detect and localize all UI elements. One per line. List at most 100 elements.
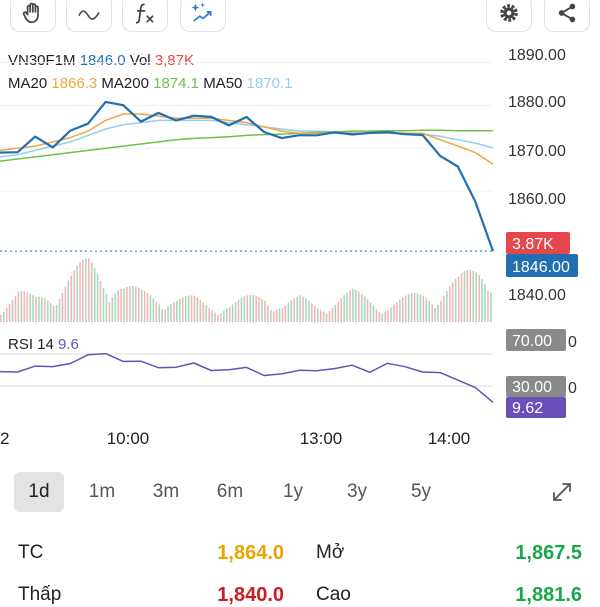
volume-bar — [419, 294, 422, 322]
volume-bar — [181, 297, 184, 322]
ma200-line — [0, 129, 493, 162]
volume-bar — [404, 295, 407, 322]
volume-bar — [366, 299, 369, 322]
volume-bar — [102, 287, 105, 322]
rsi-lower-badge: 30.00 — [512, 379, 552, 396]
period-1m[interactable]: 1m — [88, 481, 116, 502]
price-chart[interactable]: 1890.00 1880.00 1870.00 1860.00 1840.00 RSI 1… — [0, 34, 600, 454]
volume-bar — [23, 291, 26, 322]
period-1y[interactable]: 1y — [282, 481, 304, 502]
volume-bar — [454, 278, 457, 322]
volume-bar — [252, 294, 254, 322]
price-badge-bg — [506, 254, 578, 277]
function-icon — [135, 3, 154, 24]
volume-bar — [184, 296, 187, 322]
volume-bar — [44, 298, 46, 322]
volume-bar — [46, 300, 49, 322]
volume-bar — [410, 293, 413, 322]
wave-icon — [78, 10, 100, 20]
time-axis-label: 10:00 — [107, 429, 150, 448]
volume-bar — [272, 311, 275, 322]
volume-bar — [8, 303, 11, 322]
volume-bar — [258, 297, 260, 322]
volume-bar — [79, 262, 81, 322]
volume-bar — [20, 291, 23, 322]
volume-bar — [117, 290, 119, 322]
volume-bar — [472, 270, 475, 322]
volume-bar — [313, 305, 316, 322]
volume-bar — [64, 286, 67, 322]
volume-bar — [149, 295, 152, 322]
volume-bar — [170, 304, 172, 322]
volume-bar — [440, 300, 442, 322]
volume-bar — [299, 295, 301, 322]
volume-bar — [267, 305, 269, 322]
volume-bar — [316, 308, 319, 322]
price-badge: 1846.00 — [512, 259, 570, 276]
price-axis-label: 1880.00 — [508, 94, 566, 111]
volume-bar — [96, 274, 99, 322]
volume-bar — [308, 300, 310, 322]
high-value: 1,881.6 — [515, 584, 582, 606]
period-3m[interactable]: 3m — [152, 481, 180, 502]
volume-bar — [193, 295, 196, 322]
volume-bar — [231, 304, 234, 322]
expand-icon[interactable] — [550, 480, 574, 504]
settings-button[interactable] — [486, 0, 532, 32]
volume-bar — [105, 293, 108, 322]
time-axis-label: 2 — [0, 429, 9, 448]
ma200-value: 1874.1 — [153, 75, 200, 92]
volume-bar — [217, 314, 219, 322]
volume-bar — [190, 295, 193, 322]
volume-bar — [487, 290, 489, 322]
volume-bar — [322, 311, 325, 322]
low-label: Thấp — [18, 584, 62, 605]
rsi-upper-badge-bg — [506, 329, 566, 351]
volume-bar — [176, 300, 178, 322]
volume-bar — [384, 311, 387, 322]
share-button[interactable] — [544, 0, 590, 32]
volume-bar — [208, 307, 210, 322]
rsi-lower-badge-bg — [506, 376, 566, 397]
high-label: Cao — [316, 584, 351, 605]
volume-bar — [93, 268, 96, 322]
volume-bar — [311, 303, 313, 322]
volume-bar — [287, 302, 290, 322]
chart-legend-line-1: VN30F1M 1846.0 Vol 3,87K — [8, 52, 194, 69]
volume-bar — [443, 295, 445, 322]
volume-bar — [375, 308, 378, 322]
share-icon — [558, 3, 576, 23]
magic-chart-tool-button[interactable] — [180, 0, 226, 32]
volume-bar — [76, 265, 78, 322]
rsi-line — [0, 352, 494, 403]
volume-bar — [17, 291, 20, 322]
volume-bar — [134, 286, 137, 322]
volume-bar — [205, 305, 208, 322]
ma20-line — [0, 113, 494, 165]
volume-bar — [355, 289, 357, 322]
rsi-label: RSI 14 9.6 — [8, 336, 79, 353]
toolbar — [0, 0, 600, 34]
volume-bar — [393, 304, 395, 322]
tc-label: TC — [18, 542, 44, 563]
volume-bar — [158, 304, 161, 322]
wave-tool-button[interactable] — [66, 0, 112, 32]
time-axis-label: 14:00 — [428, 429, 471, 448]
volume-bar — [284, 305, 287, 322]
volume-bar — [140, 289, 143, 322]
period-6m[interactable]: 6m — [216, 481, 244, 502]
volume-bar — [126, 286, 128, 322]
period-3y[interactable]: 3y — [346, 481, 368, 502]
volume-bar — [343, 295, 345, 322]
volume-bar — [234, 302, 237, 322]
volume-bar — [352, 288, 354, 322]
volume-bar — [372, 305, 375, 322]
volume-bar — [293, 298, 296, 322]
volume-label: Vol — [129, 52, 151, 69]
hand-tool-button[interactable] — [10, 0, 56, 32]
volume-bar — [2, 311, 5, 322]
period-1d[interactable]: 1d — [14, 472, 64, 512]
function-tool-button[interactable] — [122, 0, 168, 32]
period-5y[interactable]: 5y — [410, 481, 432, 502]
volume-bar — [58, 299, 61, 322]
